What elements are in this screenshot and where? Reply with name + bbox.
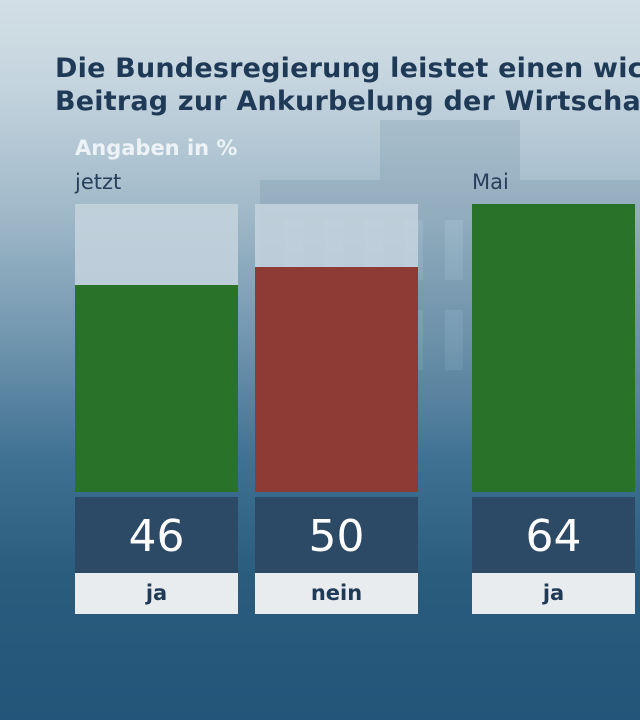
category-label-jetzt-ja: ja — [75, 573, 238, 614]
group-label-mai: Mai — [472, 170, 509, 194]
category-label-jetzt-nein: nein — [255, 573, 418, 614]
chart-title: Die Bundesregierung leistet einen wic Be… — [55, 52, 640, 118]
value-label-mai-ja: 64 — [472, 497, 635, 576]
chart-title-line-2: Beitrag zur Ankurbelung der Wirtscha — [55, 86, 640, 117]
bar-mai-ja — [472, 204, 635, 492]
bar-jetzt-ja — [75, 285, 238, 492]
chart-subtitle: Angaben in % — [75, 136, 238, 160]
value-label-jetzt-nein: 50 — [255, 497, 418, 576]
value-label-jetzt-ja: 46 — [75, 497, 238, 576]
chart-title-line-1: Die Bundesregierung leistet einen wic — [55, 53, 640, 84]
bar-jetzt-nein — [255, 267, 418, 492]
group-label-jetzt: jetzt — [75, 170, 122, 194]
category-label-mai-ja: ja — [472, 573, 635, 614]
